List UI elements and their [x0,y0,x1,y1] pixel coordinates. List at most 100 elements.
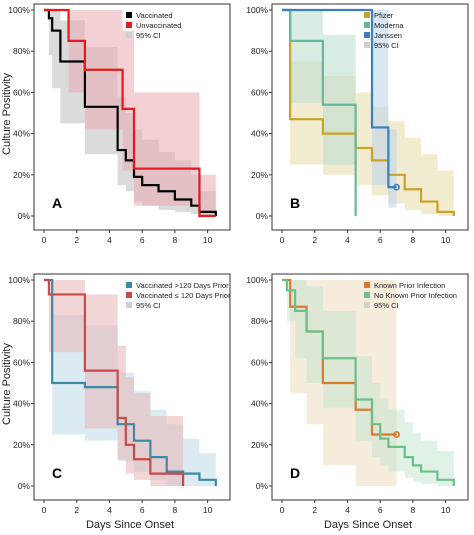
legend-swatch [126,292,132,298]
legend-swatch [364,42,370,48]
y-tick-label: 0% [256,211,269,221]
y-tick-label: 80% [251,46,268,56]
x-axis-title-right: Days Since Onset [324,519,412,531]
x-tick-label: 10 [441,235,451,245]
plot-frame [33,3,231,231]
ci-band-2 [44,10,216,216]
plot-frame [271,273,469,501]
chart-panels: 0%20%40%60%80%100%0 2 4 6 8 10AVaccinatedUnva… [8,3,469,515]
legend-label: Known Prior Infection [374,281,445,290]
legend-swatch [126,22,132,28]
x-tick-label: 8 [411,505,416,515]
y-tick-label: 0% [18,211,31,221]
censor-marker-3 [393,183,400,191]
y-tick-label: 20% [251,440,268,450]
y-tick-label: 80% [251,316,268,326]
legend-swatch [126,302,132,308]
series-line-2 [44,8,216,218]
y-tick-label: 20% [251,170,268,180]
series-line-2 [44,278,185,486]
panel-C: 0% 20% 40% 60% 80% 100% 0 2 4 6 8 10 C Vaccinated >12… [8,273,231,515]
y-axis-title-bottom: Culture Positivity [1,343,13,425]
legend-label: 95% CI [374,41,399,50]
x-tick-label: 10 [441,505,451,515]
y-tick-label: 40% [251,129,268,139]
x-tick-label: 8 [411,235,416,245]
x-tick-label: 2 [312,235,317,245]
x-tick-label: 8 [173,505,178,515]
x-tick-label: 0 [42,505,47,515]
legend-label: 95% CI [136,301,161,310]
x-tick-label: 0 [280,505,285,515]
y-tick-label: 60% [251,357,268,367]
x-tick-label: 6 [378,505,383,515]
panel-A: 0% 20% 40% 60% 80% 100% 0 2 4 6 8 10 A VaccinatedUnva… [8,3,231,245]
x-tick-label: 4 [107,235,112,245]
x-tick-label: 4 [345,505,350,515]
y-tick-label: 40% [13,129,30,139]
panel-label: D [290,465,300,481]
series-line-3 [282,8,397,189]
panel-label: A [52,195,62,211]
panel-B: 0% 20% 40% 60% 80% 100% 0 2 4 6 8 10 B PfizerModernaJ… [246,3,469,245]
y-tick-label: 40% [13,399,30,409]
x-tick-label: 6 [140,235,145,245]
series-line-2 [282,8,357,216]
legend-swatch [126,32,132,38]
panel-D: 0% 20% 40% 60% 80% 100% 0 2 4 6 8 10 D Known Prior In… [246,273,469,515]
x-tick-label: 0 [280,235,285,245]
y-tick-label: 0% [256,481,269,491]
legend-swatch [364,282,370,288]
x-tick-label: 2 [74,505,79,515]
x-tick-label: 8 [173,235,178,245]
x-tick-label: 0 [42,235,47,245]
y-tick-label: 100% [246,5,268,15]
x-tick-label: 10 [203,235,213,245]
series-line-2 [282,278,455,486]
x-tick-label: 6 [378,235,383,245]
panel-label: C [52,465,62,481]
legend-label: Pfizer [374,11,394,20]
legend-label: 95% CI [374,301,399,310]
y-axis-title-top: Culture Positivity [1,73,13,155]
legend-label: 95% CI [136,31,161,40]
plot-frame [271,3,469,231]
legend-label: No Known Prior Infection [374,291,457,300]
legend-swatch [126,12,132,18]
legend-swatch [364,302,370,308]
series-line-1 [44,278,217,486]
legend-label: Unvaccinated [136,21,181,30]
panel-label: B [290,195,300,211]
legend-label: Moderna [374,21,404,30]
legend-label: Janssen [374,31,402,40]
x-tick-label: 2 [312,505,317,515]
plot-frame [33,273,231,501]
y-tick-label: 60% [13,357,30,367]
legend-swatch [364,292,370,298]
legend-swatch [126,282,132,288]
x-tick-label: 6 [140,505,145,515]
ci-band-2 [282,280,454,486]
y-tick-label: 0% [18,481,31,491]
ci-band-3 [282,10,397,208]
ci-band-2 [282,10,356,216]
legend-swatch [364,12,370,18]
y-tick-label: 100% [8,275,30,285]
legend-label: Vaccinated >120 Days Prior [136,281,229,290]
legend-label: Vaccinated [136,11,173,20]
x-tick-label: 10 [203,505,213,515]
y-tick-label: 60% [251,87,268,97]
ci-band-2 [44,280,184,486]
x-tick-label: 4 [107,505,112,515]
y-tick-label: 60% [13,87,30,97]
y-tick-label: 40% [251,399,268,409]
y-tick-label: 100% [8,5,30,15]
legend-label: Vaccinated ≤ 120 Days Prior [136,291,231,300]
y-tick-label: 20% [13,440,30,450]
y-tick-label: 80% [13,316,30,326]
legend-swatch [364,22,370,28]
censor-marker-1 [393,431,400,438]
y-tick-label: 80% [13,46,30,56]
y-tick-label: 100% [246,275,268,285]
